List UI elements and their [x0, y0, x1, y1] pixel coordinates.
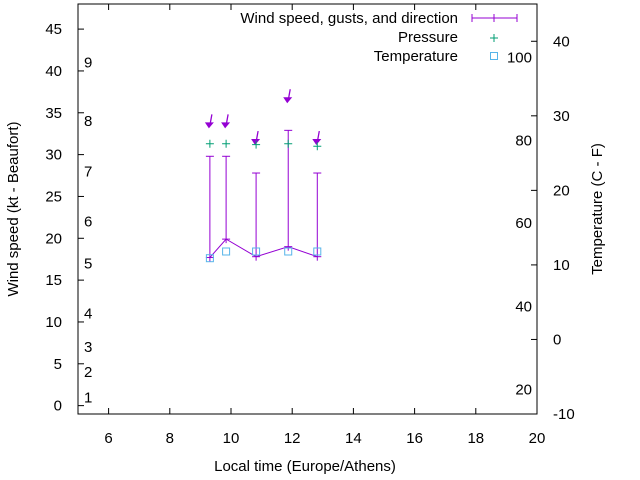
y2-tick-label: -10 — [553, 406, 575, 423]
pressure-point — [205, 139, 214, 148]
x-tick-label: 14 — [345, 430, 362, 447]
y-tick-label: 15 — [45, 272, 62, 289]
temperature-point — [222, 247, 231, 256]
beaufort-label: 5 — [84, 255, 92, 272]
x-tick-label: 16 — [406, 430, 423, 447]
fahrenheit-label: 80 — [515, 132, 532, 149]
beaufort-label: 2 — [84, 364, 92, 381]
fahrenheit-label: 60 — [515, 215, 532, 232]
x-tick-label: 12 — [284, 430, 301, 447]
beaufort-label: 7 — [84, 163, 92, 180]
y-axis-label: Wind speed (kt - Beaufort) — [5, 121, 22, 296]
beaufort-label: 1 — [84, 389, 92, 406]
y2-tick-label: 20 — [553, 182, 570, 199]
y2-axis-label: Temperature (C - F) — [589, 143, 606, 275]
pressure-point — [313, 142, 322, 151]
x-axis-label: Local time (Europe/Athens) — [214, 458, 396, 475]
y-tick-label: 10 — [45, 314, 62, 331]
legend-pressure: Pressure — [398, 29, 458, 46]
x-tick-label: 8 — [166, 430, 174, 447]
y2-tick-label: 30 — [553, 108, 570, 125]
fahrenheit-label: 100 — [507, 50, 532, 67]
wind-direction-arrowhead — [283, 97, 293, 104]
legend: Wind speed, gusts, and direction Pressur… — [240, 10, 518, 65]
y-tick-label: 5 — [54, 356, 62, 373]
beaufort-label: 3 — [84, 339, 92, 356]
temperature-point — [313, 247, 322, 256]
beaufort-label: 6 — [84, 214, 92, 231]
x-tick-label: 20 — [529, 430, 546, 447]
y-tick-label: 25 — [45, 188, 62, 205]
y2-tick-label: 0 — [553, 331, 561, 348]
temperature-point — [205, 254, 214, 263]
y-tick-label: 35 — [45, 105, 62, 122]
pressure-point — [252, 140, 261, 149]
y2-tick-label: 10 — [553, 257, 570, 274]
plot-border — [77, 3, 538, 415]
x-tick-label: 18 — [467, 430, 484, 447]
wind-direction-arrowhead — [312, 139, 322, 146]
fahrenheit-label: 20 — [515, 381, 532, 398]
beaufort-label: 4 — [84, 306, 92, 323]
y-tick-label: 30 — [45, 147, 62, 164]
temperature-point — [284, 247, 293, 256]
y-tick-label: 45 — [45, 21, 62, 38]
y-tick-label: 40 — [45, 63, 62, 80]
beaufort-label: 8 — [84, 113, 92, 130]
pressure-point — [284, 139, 293, 148]
legend-temperature-marker — [490, 52, 498, 60]
x-tick-label: 10 — [223, 430, 240, 447]
beaufort-label: 9 — [84, 55, 92, 72]
pressure-point — [222, 139, 231, 148]
x-tick-label: 6 — [104, 430, 112, 447]
wind-direction-arrowhead — [221, 122, 231, 129]
y-tick-label: 0 — [54, 398, 62, 415]
legend-temperature: Temperature — [374, 48, 458, 65]
legend-pressure-marker — [490, 34, 498, 42]
wind-direction-arrowhead — [204, 122, 214, 129]
legend-wind: Wind speed, gusts, and direction — [240, 10, 458, 27]
y-tick-label: 20 — [45, 230, 62, 247]
y2-tick-label: 40 — [553, 33, 570, 50]
fahrenheit-label: 40 — [515, 299, 532, 316]
temperature-point — [252, 247, 261, 256]
